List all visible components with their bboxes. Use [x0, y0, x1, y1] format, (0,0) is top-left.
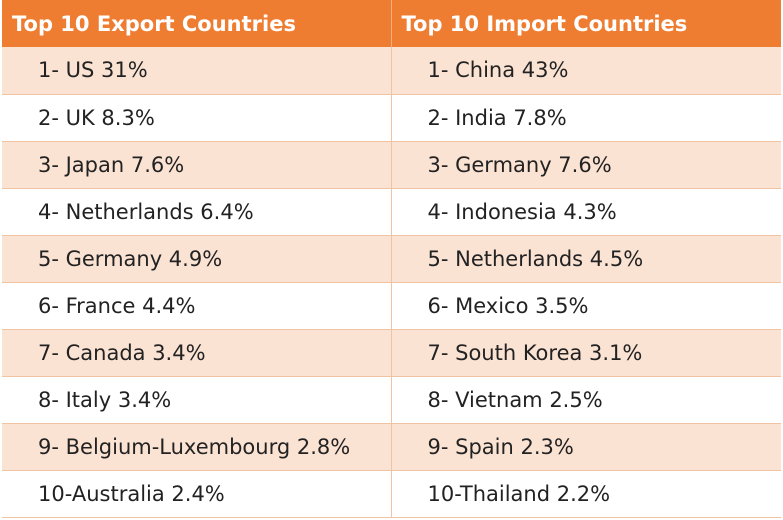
table-row: 2- UK 8.3% 2- India 7.8%	[2, 94, 781, 142]
table-header: Top 10 Export Countries Top 10 Import Co…	[2, 0, 781, 47]
import-cell: 3- Germany 7.6%	[391, 141, 781, 189]
export-cell: 2- UK 8.3%	[2, 94, 392, 142]
import-column-header: Top 10 Import Countries	[391, 0, 781, 47]
import-cell: 9- Spain 2.3%	[391, 423, 781, 471]
import-cell: 6- Mexico 3.5%	[391, 282, 781, 330]
header-row: Top 10 Export Countries Top 10 Import Co…	[2, 0, 781, 47]
export-cell: 3- Japan 7.6%	[2, 141, 392, 189]
table-row: 9- Belgium-Luxembourg 2.8% 9- Spain 2.3%	[2, 423, 781, 471]
import-cell: 4- Indonesia 4.3%	[391, 188, 781, 236]
table-body: 1- US 31% 1- China 43% 2- UK 8.3% 2- Ind…	[2, 47, 781, 518]
table-row: 7- Canada 3.4% 7- South Korea 3.1%	[2, 329, 781, 377]
table-row: 6- France 4.4% 6- Mexico 3.5%	[2, 282, 781, 330]
export-cell: 1- US 31%	[2, 47, 392, 95]
import-cell: 10-Thailand 2.2%	[391, 470, 781, 518]
table-row: 4- Netherlands 6.4% 4- Indonesia 4.3%	[2, 188, 781, 236]
import-cell: 1- China 43%	[391, 47, 781, 95]
export-cell: 5- Germany 4.9%	[2, 235, 392, 283]
export-cell: 6- France 4.4%	[2, 282, 392, 330]
export-cell: 4- Netherlands 6.4%	[2, 188, 392, 236]
export-cell: 9- Belgium-Luxembourg 2.8%	[2, 423, 392, 471]
import-cell: 5- Netherlands 4.5%	[391, 235, 781, 283]
table-row: 10-Australia 2.4% 10-Thailand 2.2%	[2, 470, 781, 518]
table-row: 8- Italy 3.4% 8- Vietnam 2.5%	[2, 376, 781, 424]
export-cell: 8- Italy 3.4%	[2, 376, 392, 424]
table-row: 5- Germany 4.9% 5- Netherlands 4.5%	[2, 235, 781, 283]
export-cell: 7- Canada 3.4%	[2, 329, 392, 377]
export-cell: 10-Australia 2.4%	[2, 470, 392, 518]
table-row: 3- Japan 7.6% 3- Germany 7.6%	[2, 141, 781, 189]
import-cell: 7- South Korea 3.1%	[391, 329, 781, 377]
export-column-header: Top 10 Export Countries	[2, 0, 392, 47]
import-cell: 8- Vietnam 2.5%	[391, 376, 781, 424]
import-cell: 2- India 7.8%	[391, 94, 781, 142]
table-row: 1- US 31% 1- China 43%	[2, 47, 781, 95]
